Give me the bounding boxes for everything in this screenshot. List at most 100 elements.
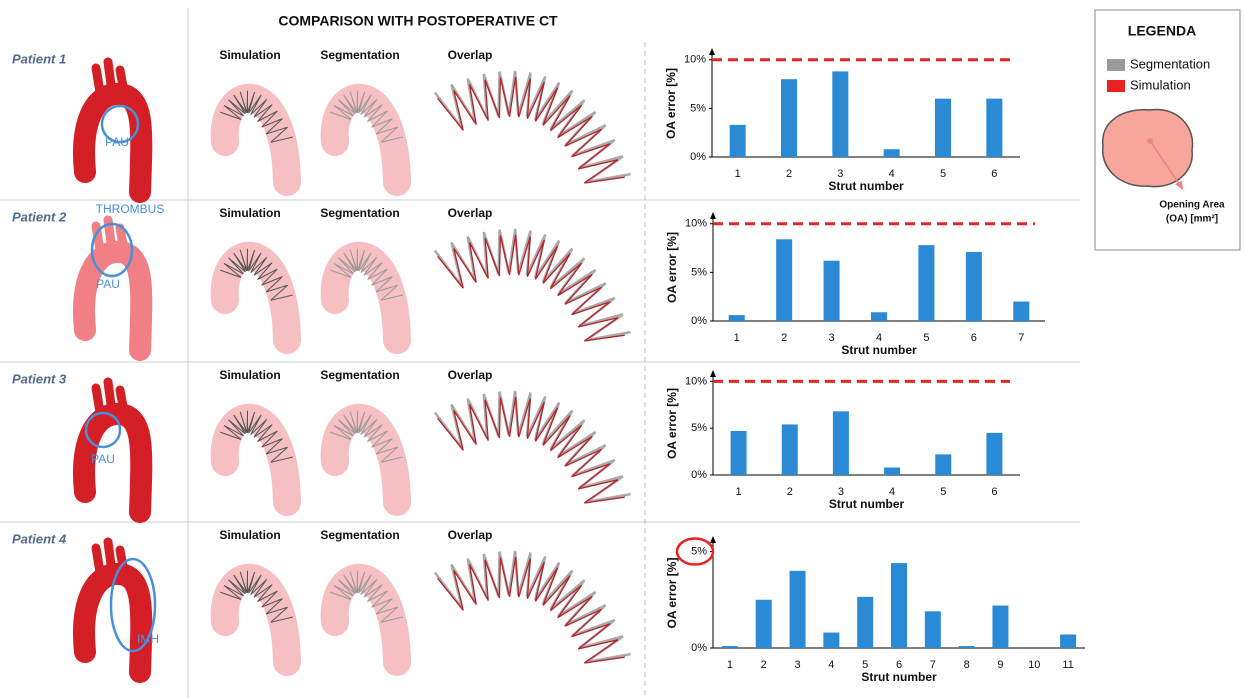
bar <box>959 646 975 648</box>
panel-label: Simulation <box>219 206 280 220</box>
x-tick-label: 7 <box>930 659 936 671</box>
y-axis-label: OA error [%] <box>665 388 679 459</box>
x-tick-label: 1 <box>736 486 742 498</box>
bar <box>966 252 982 321</box>
patient-label: Patient 4 <box>12 531 67 546</box>
y-tick-label: 0% <box>691 642 707 654</box>
x-tick-label: 5 <box>862 659 868 671</box>
x-tick-label: 11 <box>1062 659 1073 671</box>
aorta-branch <box>120 70 124 92</box>
y-tick-label: 0% <box>691 469 707 481</box>
bar <box>790 571 806 648</box>
legend-title: LEGENDA <box>1128 23 1196 39</box>
legend-swatch <box>1107 59 1125 71</box>
y-tick-label: 0% <box>690 151 706 163</box>
axis-arrow <box>710 370 716 377</box>
x-tick-label: 8 <box>964 659 970 671</box>
bar <box>986 99 1002 157</box>
panel-label: Segmentation <box>320 206 399 220</box>
panel-label: Simulation <box>219 528 280 542</box>
x-tick-label: 3 <box>829 332 835 344</box>
x-tick-label: 3 <box>837 168 843 180</box>
x-axis-label: Strut number <box>828 179 904 193</box>
bar <box>832 71 848 157</box>
y-tick-label: 5% <box>691 545 707 557</box>
lesion-label: THROMBUS <box>96 202 165 216</box>
bar <box>925 611 941 648</box>
legend-area-unit: (OA) [mm²] <box>1166 214 1218 225</box>
bar <box>871 312 887 321</box>
axis-arrow <box>710 536 716 543</box>
y-tick-label: 5% <box>691 266 707 278</box>
x-tick-label: 5 <box>940 168 946 180</box>
patient-label: Patient 1 <box>12 51 66 66</box>
opening-area-shape <box>1103 110 1193 187</box>
figure: COMPARISON WITH POSTOPERATIVE CT LEGENDA… <box>0 0 1245 698</box>
bar <box>857 597 873 648</box>
bar <box>781 79 797 157</box>
axis-arrow <box>709 48 715 55</box>
axis-arrow <box>710 212 716 219</box>
x-tick-label: 6 <box>971 332 977 344</box>
panel-label: Overlap <box>448 528 493 542</box>
bar <box>756 600 772 648</box>
panel-label: Overlap <box>448 368 493 382</box>
legend-label: Segmentation <box>1130 56 1210 71</box>
overlap-segmentation <box>435 551 631 662</box>
lesion-label: PAU <box>105 135 129 149</box>
x-tick-label: 1 <box>735 168 741 180</box>
aorta-branch <box>108 382 112 412</box>
x-tick-label: 2 <box>787 486 793 498</box>
x-tick-label: 5 <box>940 486 946 498</box>
aorta <box>84 252 141 350</box>
x-tick-label: 9 <box>997 659 1003 671</box>
x-tick-label: 2 <box>786 168 792 180</box>
x-tick-label: 4 <box>828 659 834 671</box>
overlap-segmentation <box>435 391 631 502</box>
y-tick-label: 5% <box>691 422 707 434</box>
legend-swatch <box>1107 80 1125 92</box>
x-tick-label: 5 <box>923 332 929 344</box>
bar <box>730 125 746 157</box>
lesion-label: PAU <box>91 452 115 466</box>
bar <box>1060 634 1076 648</box>
bar <box>823 633 839 648</box>
panel-label: Simulation <box>219 368 280 382</box>
bar <box>884 468 900 475</box>
x-tick-label: 4 <box>889 168 895 180</box>
bar <box>824 261 840 321</box>
panel-label: Overlap <box>448 206 493 220</box>
bar <box>776 239 792 321</box>
x-axis-label: Strut number <box>829 497 905 511</box>
panel-label: Segmentation <box>320 368 399 382</box>
overlap-segmentation <box>435 229 631 340</box>
bar <box>731 431 747 475</box>
y-tick-label: 10% <box>685 218 707 230</box>
bar <box>935 454 951 475</box>
aorta-branch <box>96 68 100 92</box>
lesion-label: IMH <box>137 632 159 646</box>
panel-label: Segmentation <box>320 528 399 542</box>
lesion-label: PAU <box>96 277 120 291</box>
bar <box>986 433 1002 475</box>
legend-area-label: Opening Area <box>1159 200 1225 211</box>
patient-label: Patient 2 <box>12 209 67 224</box>
x-tick-label: 2 <box>761 659 767 671</box>
aorta-branch <box>96 548 100 572</box>
x-tick-label: 6 <box>896 659 902 671</box>
aorta-branch <box>120 228 124 250</box>
x-tick-label: 7 <box>1018 332 1024 344</box>
y-tick-label: 0% <box>691 315 707 327</box>
x-axis-label: Strut number <box>841 343 917 357</box>
bar <box>884 149 900 157</box>
aorta-branch <box>108 62 112 92</box>
overlap-segmentation <box>435 71 631 182</box>
x-axis-label: Strut number <box>861 670 937 684</box>
x-tick-label: 1 <box>727 659 733 671</box>
panel-label: Simulation <box>219 48 280 62</box>
x-tick-label: 3 <box>838 486 844 498</box>
y-tick-label: 10% <box>685 375 707 387</box>
bar <box>891 563 907 648</box>
x-tick-label: 6 <box>991 168 997 180</box>
bar <box>1013 302 1029 321</box>
